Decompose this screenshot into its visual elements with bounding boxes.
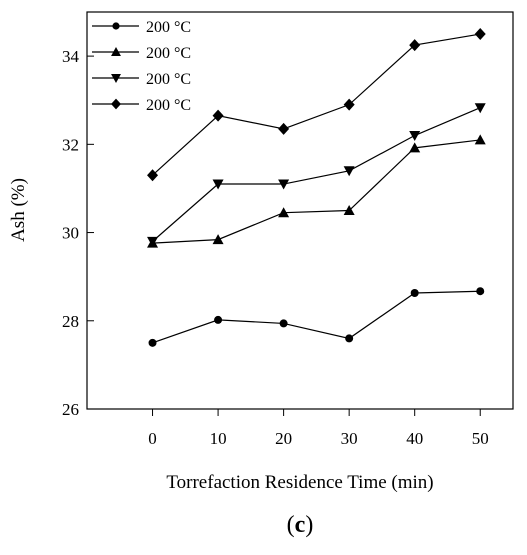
data-point	[474, 28, 486, 41]
plot-frame	[86, 11, 514, 410]
data-point	[278, 122, 290, 135]
data-point	[212, 234, 224, 245]
data-point	[147, 236, 159, 247]
series-1	[148, 287, 485, 347]
panel-label-letter: c	[295, 512, 306, 538]
legend-marker	[111, 98, 121, 110]
y-tick-label: 32	[62, 135, 79, 154]
data-point	[474, 134, 486, 145]
data-point	[345, 334, 354, 343]
data-point	[343, 205, 355, 215]
data-point	[147, 169, 159, 182]
series-line	[152, 139, 481, 244]
legend-label: 200 °C	[146, 97, 191, 114]
series-line	[152, 107, 481, 242]
legend-marker	[111, 73, 121, 83]
data-point	[148, 338, 157, 347]
legend: 200 °C 200 °C 200 °C 200 °C	[92, 19, 191, 114]
series-layer	[147, 28, 486, 347]
data-point	[278, 207, 290, 218]
x-axis-title: Torrefaction Residence Time (min)	[166, 472, 433, 493]
x-tick-label: 10	[210, 429, 227, 448]
y-tick-label: 26	[62, 400, 79, 419]
legend-label: 200 °C	[146, 45, 191, 62]
x-tick-label: 40	[406, 429, 423, 448]
data-point	[476, 287, 485, 296]
series-3	[147, 103, 486, 247]
data-point	[474, 103, 486, 114]
x-tick-label: 30	[341, 429, 358, 448]
data-point	[343, 98, 355, 111]
x-tick-label: 0	[148, 429, 157, 448]
data-point	[409, 142, 421, 153]
series-4	[147, 28, 486, 182]
y-axis-title: Ash (%)	[8, 178, 29, 242]
x-tick-label: 20	[275, 429, 292, 448]
y-tick-label: 34	[62, 47, 80, 66]
series-line	[152, 33, 481, 176]
y-tick-label: 30	[62, 224, 79, 243]
data-point	[212, 109, 224, 122]
data-point	[278, 179, 290, 190]
data-point	[212, 179, 224, 190]
data-point	[214, 315, 223, 324]
panel-label-close: )	[305, 512, 313, 538]
legend-label: 200 °C	[146, 19, 191, 36]
legend-marker	[111, 47, 121, 57]
y-axis-ticks: 26 28 30 32 34	[62, 47, 94, 419]
legend-label: 200 °C	[146, 71, 191, 88]
x-tick-label: 50	[472, 429, 489, 448]
series-2	[147, 134, 486, 248]
legend-marker	[112, 22, 120, 30]
data-point	[279, 319, 288, 328]
data-point	[409, 131, 421, 142]
x-axis-ticks: 0 10 20 30 40 50	[148, 409, 489, 448]
series-line	[152, 290, 481, 344]
data-point	[343, 166, 355, 177]
panel-label: (c)	[287, 512, 314, 538]
y-tick-label: 28	[62, 312, 79, 331]
data-point	[410, 288, 419, 297]
data-point	[409, 39, 421, 52]
panel-label-open: (	[287, 512, 295, 538]
